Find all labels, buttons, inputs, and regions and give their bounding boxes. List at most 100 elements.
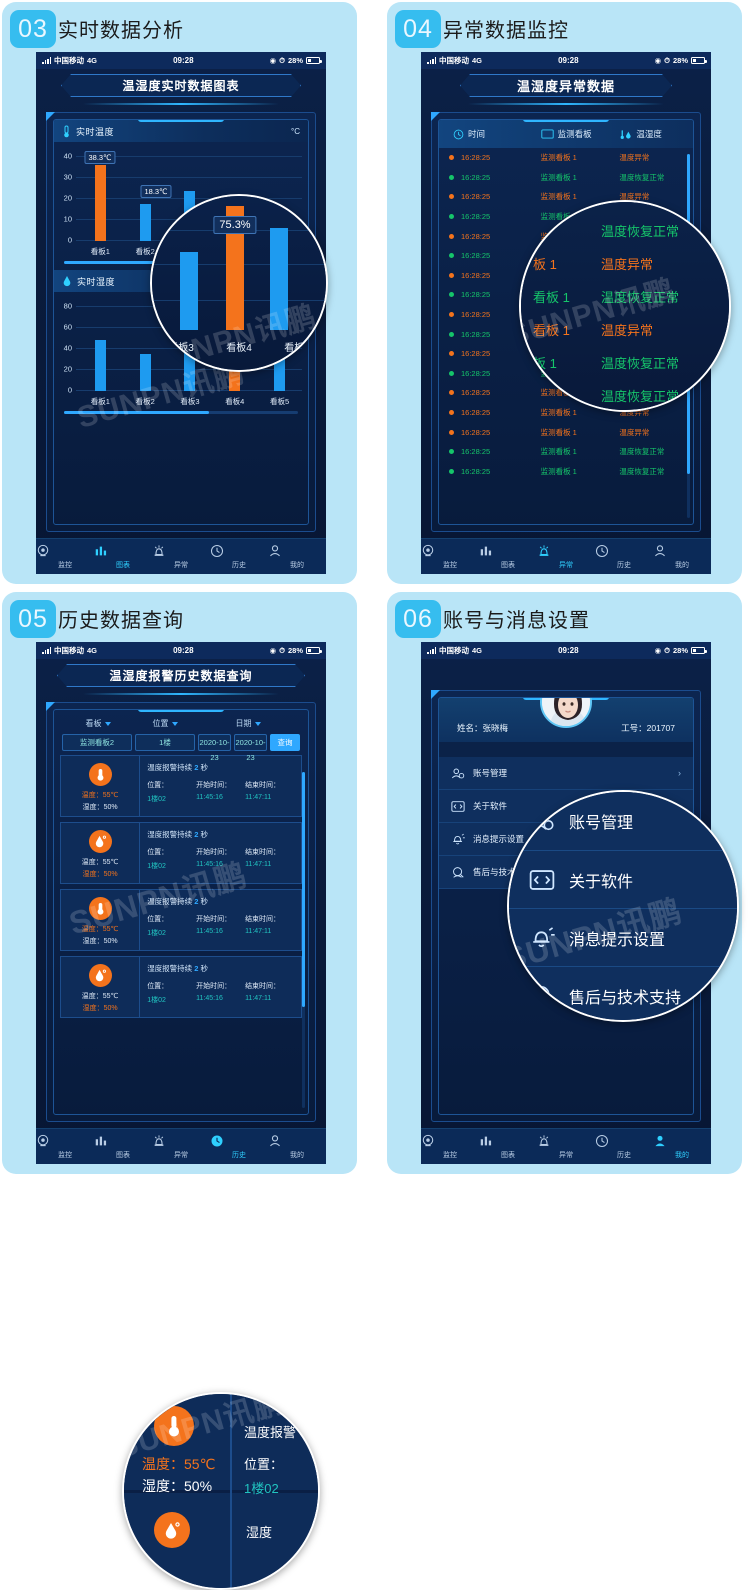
filter-label-date: 日期 [196,718,300,729]
status-dot [449,351,454,357]
chart-title: 实时温度 [76,126,115,137]
history-card[interactable]: 温度：55℃ 湿度：50% 温度报警持续 2 秒位置： 1楼02 开始时间： 11:45:… [60,755,302,817]
tab-monitor[interactable]: 监控 [421,544,479,570]
table-row[interactable]: 16:28:25 监测看板 1 温度异常 [439,148,693,168]
status-dot [449,390,454,396]
magnifier-03: 75.3% 看板3 看板4 看板5 SUNPN讯鹏 [150,194,328,372]
menu-item-account-settings[interactable]: 账号管理 › [439,757,693,790]
query-button[interactable]: 查询 [270,734,300,751]
filter-date-from[interactable]: 2020-10-23 [198,734,231,762]
tab-alarm[interactable]: 异常 [152,544,210,570]
signal-icon [427,647,436,654]
magnified-alarm-title: 温度报警 [244,1425,297,1440]
alarm-icon: ⏱ [664,645,670,655]
panel-caption: 账号与消息设置 [443,610,590,632]
table-row[interactable]: 16:28:25 监测看板 1 温度异常 [439,422,693,442]
clock-icon [595,544,653,558]
tab-alarm[interactable]: 异常 [152,1134,210,1160]
card-end-time: 结束时间： 11:47:11 [245,782,281,801]
thermometer-icon [154,1406,194,1446]
tab-alarm[interactable]: 异常 [537,544,595,570]
cell-time: 16:28:25 [461,192,491,202]
tab-charts[interactable]: 图表 [479,1134,537,1160]
tab-label: 异常 [559,561,573,569]
xtick: 看板1 [90,397,110,406]
tab-history[interactable]: 历史 [595,544,653,570]
chevron-down-icon [171,721,178,726]
battery-icon [306,57,322,64]
history-card[interactable]: 温度：55℃ 湿度：50% 湿度报警持续 2 秒位置： 1楼02 开始时间： 11:45:… [60,822,302,884]
ytick: 30 [63,172,72,182]
card-end-time: 结束时间： 11:47:11 [245,916,281,935]
status-dot [449,468,454,474]
card-start-time: 开始时间： 11:45:16 [196,849,232,868]
bar[interactable] [139,204,151,241]
status-bar: 中国移动 4G 09:28 ◉ ⏱ 28% [36,642,326,659]
cell-state: 温度异常 [619,408,650,418]
ytick: 60 [63,322,72,332]
person-icon [653,544,711,558]
bell-hand-icon [451,833,465,846]
tab-charts[interactable]: 图表 [94,1134,152,1160]
ytick: 20 [63,193,72,203]
tab-charts[interactable]: 图表 [479,544,537,570]
ytick: 40 [63,151,72,161]
tab-charts[interactable]: 图表 [94,544,152,570]
tab-mine[interactable]: 我的 [653,1134,711,1160]
profile-divider [439,742,693,757]
chevron-down-icon [104,721,111,726]
cell-state: 温度恢复正常 [619,447,665,457]
magnified-table-row: 看板 1 温度恢复正常 [527,280,723,313]
magnified-cell-board: 看板 1 [533,290,570,305]
magnified-cell-state: 温度恢复正常 [601,356,680,371]
table-row[interactable]: 16:28:25 监测看板 1 温度异常 [439,403,693,423]
tab-bar-04: 监控 图表 异常 历史 我的 [421,538,711,574]
bar[interactable] [94,339,106,391]
table-row[interactable]: 16:28:25 监测看板 1 温度恢复正常 [439,168,693,188]
cell-board: 监测看板 1 [540,172,577,182]
person-icon [653,1134,711,1148]
tab-mine[interactable]: 我的 [268,1134,326,1160]
account-settings-icon [529,809,555,833]
tab-history[interactable]: 历史 [595,1134,653,1160]
tab-monitor[interactable]: 监控 [36,1134,94,1160]
table-row[interactable]: 16:28:25 监测看板 1 温度异常 [439,187,693,207]
tab-bar-03: 监控 图表 异常 历史 我的 [36,538,326,574]
table-row[interactable]: 16:28:25 监测看板 1 温度恢复正常 [439,462,693,482]
history-card-left: 温度：55℃ 湿度：50% [61,823,141,883]
tab-history[interactable]: 历史 [210,544,268,570]
tab-mine[interactable]: 我的 [268,544,326,570]
filter-label-location: 位置 [134,718,196,729]
cell-board: 监测看板 1 [540,153,577,163]
tab-mine[interactable]: 我的 [653,544,711,570]
tab-monitor[interactable]: 监控 [36,544,94,570]
panel-04: 04 异常数据监控 中国移动 4G 09:28 ◉ ⏱ 28% 温湿度异常数据 [387,2,742,584]
magnified-menu-label: 消息提示设置 [569,931,666,949]
chart-scrollbar[interactable] [64,411,298,414]
magnified-table-row: 温度恢复正常 [527,379,723,410]
tab-alarm[interactable]: 异常 [537,1134,595,1160]
tab-history[interactable]: 历史 [210,1134,268,1160]
bell-hand-icon [529,926,555,950]
tab-label: 历史 [617,1151,631,1159]
history-card[interactable]: 温度：55℃ 湿度：50% 湿度报警持续 2 秒位置： 1楼02 开始时间： 11:45:… [60,956,302,1018]
magnified-bar [270,228,288,330]
tab-label: 异常 [174,1151,188,1159]
tab-label: 我的 [290,561,304,569]
magnified-data-label: 75.3% [213,216,257,234]
filter-date-to[interactable]: 2020-10-23 [234,734,267,762]
list-scrollbar[interactable] [302,772,305,1108]
tab-monitor[interactable]: 监控 [421,1134,479,1160]
filter-board-value[interactable]: 监测看板2 [62,734,132,751]
camera-icon [421,544,479,558]
table-row[interactable]: 16:28:25 监测看板 1 温度恢复正常 [439,442,693,462]
bar[interactable] [139,353,151,391]
magnified-cell-state: 温度恢复正常 [601,224,680,239]
humidity-icon [63,276,71,287]
bar[interactable] [94,165,106,241]
magnified-bar-highlight [226,206,244,330]
filter-location-value[interactable]: 1楼 [135,734,195,751]
history-card[interactable]: 温度：55℃ 湿度：50% 温度报警持续 2 秒位置： 1楼02 开始时间： 11:45:… [60,889,302,951]
panels-grid: 03 实时数据分析 中国移动 4G 09:28 ◉ ⏱ 28% [0,0,750,1185]
magnified-cell-board: 板 1 [533,356,557,371]
